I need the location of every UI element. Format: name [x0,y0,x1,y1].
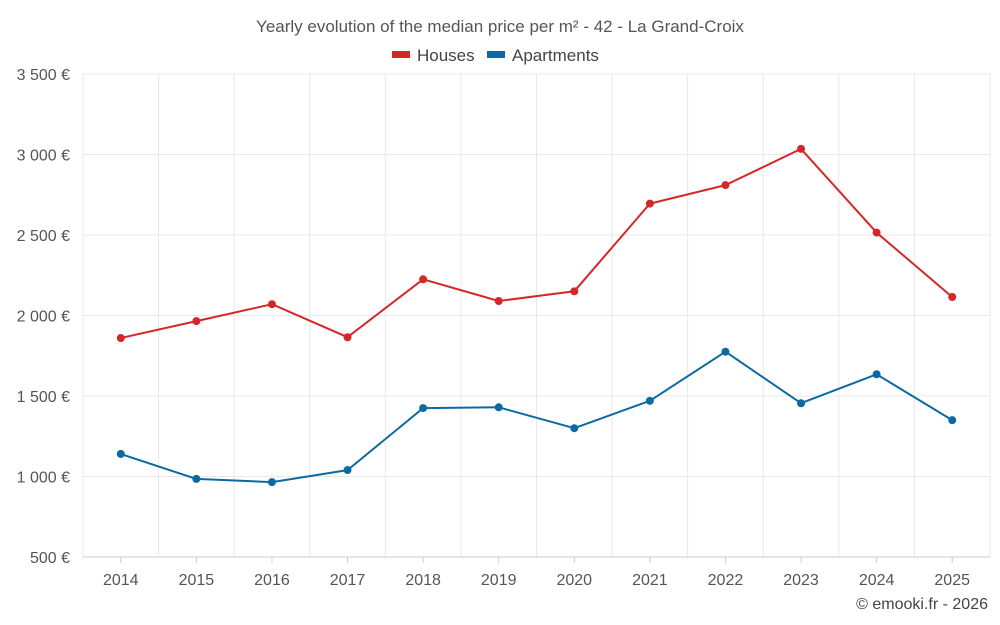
data-point-houses[interactable] [494,297,503,306]
x-tick-label: 2016 [254,572,290,589]
y-tick-label: 1 000 € [17,470,70,487]
data-point-apartments[interactable] [570,424,579,433]
chart-title: Yearly evolution of the median price per… [256,17,744,36]
data-point-houses[interactable] [797,144,806,153]
legend: Houses Apartments [392,46,599,65]
data-point-apartments[interactable] [645,396,654,405]
data-point-apartments[interactable] [116,449,125,458]
x-tick-label: 2024 [859,572,895,589]
x-tick-label: 2015 [179,572,215,589]
x-tick-label: 2022 [708,572,744,589]
legend-swatch-houses [392,51,410,58]
data-point-apartments[interactable] [267,478,276,487]
data-point-houses[interactable] [948,292,957,301]
y-tick-label: 3 500 € [17,67,70,84]
legend-label-houses[interactable]: Houses [417,46,475,65]
x-tick-label: 2019 [481,572,517,589]
x-tick-label: 2018 [405,572,441,589]
data-point-houses[interactable] [570,287,579,296]
data-point-houses[interactable] [645,199,654,208]
y-tick-label: 3 000 € [17,148,70,165]
data-point-houses[interactable] [267,300,276,309]
data-point-apartments[interactable] [419,404,428,413]
legend-label-apartments[interactable]: Apartments [512,46,599,65]
gridlines [82,73,991,557]
data-point-houses[interactable] [872,228,881,237]
series-line-houses [120,147,953,339]
data-point-apartments[interactable] [343,466,352,475]
credit-text: © emooki.fr - 2026 [856,596,988,613]
x-tick-label: 2020 [556,572,592,589]
data-point-apartments[interactable] [872,370,881,379]
data-point-apartments[interactable] [948,416,957,425]
data-point-houses[interactable] [343,333,352,342]
x-tick-label: 2017 [330,572,366,589]
data-point-houses[interactable] [116,334,125,343]
y-tick-label: 2 500 € [17,228,70,245]
data-point-apartments[interactable] [721,347,730,356]
data-point-houses[interactable] [721,181,730,190]
data-point-houses[interactable] [192,317,201,326]
data-point-apartments[interactable] [797,399,806,408]
series-line-apartments [120,350,953,484]
x-axis: 2014 2015 2016 2017 2018 2019 2020 2021 2022 2023… [83,556,990,589]
x-tick-label: 2021 [632,572,668,589]
y-tick-label: 2 000 € [17,309,70,326]
data-point-houses[interactable] [419,275,428,284]
series-layer [116,144,957,487]
y-tick-label: 500 € [30,550,70,567]
y-axis: 500 € 1 000 € 1 500 € 2 000 € 2 500 € 3 000 €… [17,67,70,567]
x-tick-label: 2025 [934,572,970,589]
data-point-apartments[interactable] [192,474,201,483]
legend-swatch-apartments [487,51,505,58]
x-tick-label: 2014 [103,572,139,589]
y-tick-label: 1 500 € [17,389,70,406]
data-point-apartments[interactable] [494,403,503,412]
x-tick-label: 2023 [783,572,819,589]
